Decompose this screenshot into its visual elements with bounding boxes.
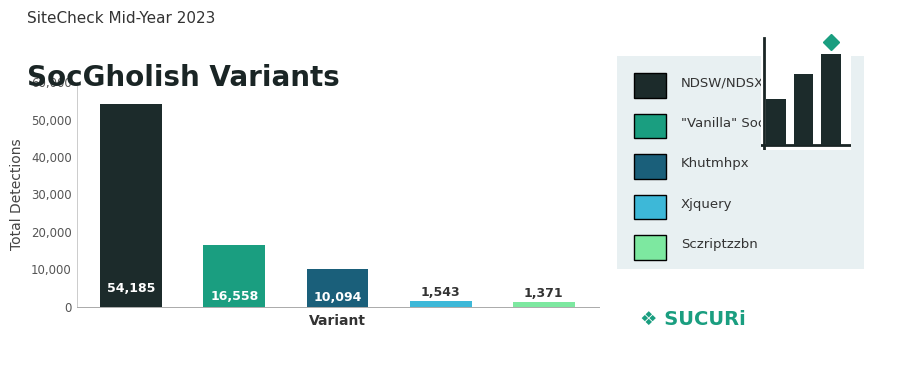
FancyBboxPatch shape	[634, 195, 666, 219]
Text: 1,543: 1,543	[421, 286, 461, 299]
Bar	[821, 54, 841, 145]
X-axis label: Variant: Variant	[309, 314, 366, 328]
Y-axis label: Total Detections: Total Detections	[10, 139, 24, 250]
FancyBboxPatch shape	[634, 154, 666, 179]
Text: SocGholish Variants: SocGholish Variants	[27, 64, 340, 92]
Text: 54,185: 54,185	[107, 282, 156, 294]
FancyBboxPatch shape	[634, 235, 666, 260]
FancyBboxPatch shape	[634, 73, 666, 98]
Text: 16,558: 16,558	[211, 290, 258, 303]
Bar	[100, 104, 162, 307]
Text: 1,371: 1,371	[524, 287, 563, 300]
Bar	[767, 99, 786, 145]
Text: Xjquery: Xjquery	[681, 198, 733, 211]
Text: Sczriptzzbn: Sczriptzzbn	[681, 238, 758, 251]
Text: Khutmhpx: Khutmhpx	[681, 157, 750, 170]
Bar	[203, 245, 266, 307]
Bar	[410, 301, 472, 307]
Bar	[794, 74, 814, 145]
FancyBboxPatch shape	[634, 114, 666, 138]
Text: SiteCheck Mid-Year 2023: SiteCheck Mid-Year 2023	[27, 11, 215, 26]
Text: "Vanilla" SocGholish: "Vanilla" SocGholish	[681, 117, 814, 130]
Text: NDSW/NDSX: NDSW/NDSX	[681, 76, 764, 89]
Bar	[307, 269, 368, 307]
Text: 10,094: 10,094	[313, 291, 362, 304]
Text: ❖ SUCURi: ❖ SUCURi	[640, 310, 746, 329]
Bar	[513, 301, 575, 307]
